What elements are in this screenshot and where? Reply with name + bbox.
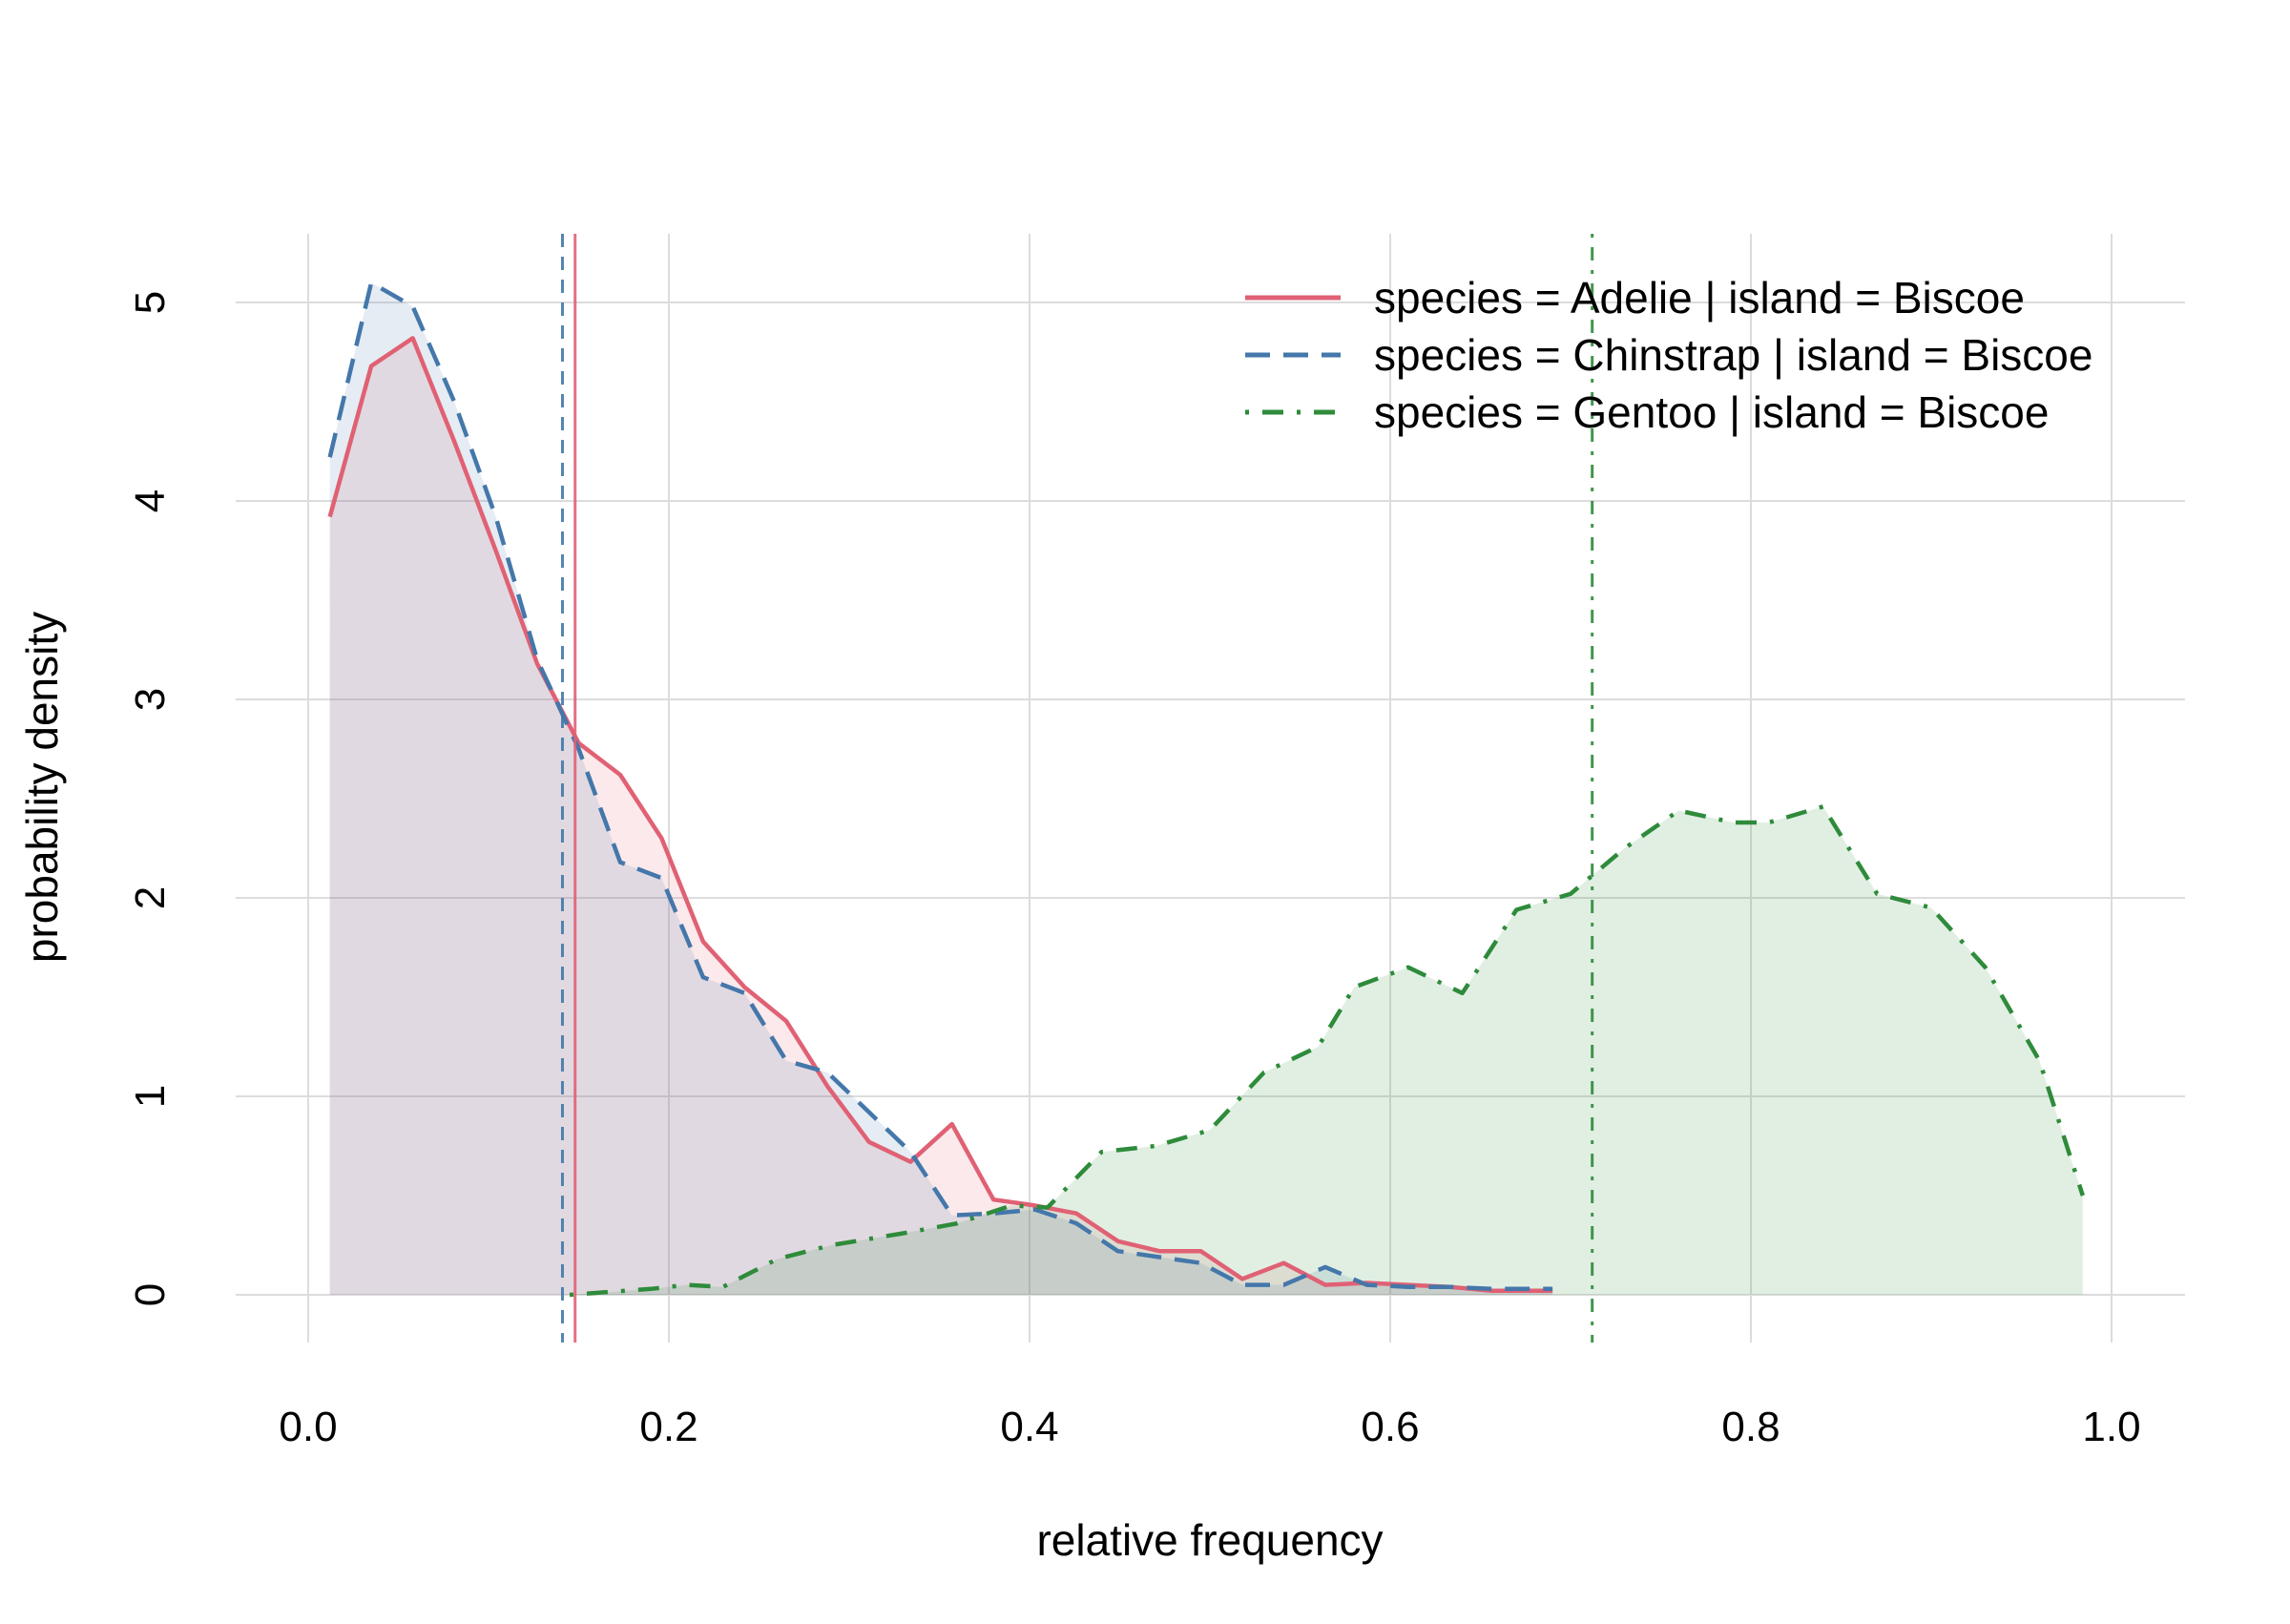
density-area-2 [570,806,2083,1295]
y-tick-label: 1 [127,1085,174,1108]
x-tick-label: 0.8 [1721,1404,1780,1450]
x-axis-ticks: 0.0 0.2 0.4 0.6 0.8 1.0 [279,1404,2140,1450]
y-axis-title: probability density [17,612,67,963]
legend: species = Adelie | island = Biscoe specie… [1245,273,2092,437]
density-line-1 [327,280,1553,1292]
x-tick-label: 0.6 [1361,1404,1419,1450]
y-tick-label: 0 [127,1283,174,1306]
density-area-0 [329,338,1553,1295]
x-tick-label: 1.0 [2082,1404,2140,1450]
y-tick-label: 3 [127,688,174,711]
x-axis-title: relative frequency [1036,1515,1383,1565]
density-lines [327,280,2085,1298]
density-line-0 [327,336,1553,1294]
y-tick-label: 4 [127,489,174,512]
density-areas [329,282,2083,1296]
y-tick-label: 2 [127,886,174,909]
y-axis-ticks: 0 1 2 3 4 5 [127,291,174,1306]
x-tick-label: 0.4 [1000,1404,1058,1450]
mean-lines [560,234,1594,1343]
legend-label-2: species = Gentoo | island = Biscoe [1374,387,2049,437]
x-tick-label: 0.2 [639,1404,697,1450]
legend-label-1: species = Chinstrap | island = Biscoe [1374,330,2092,380]
x-tick-label: 0.0 [279,1404,337,1450]
density-line-2 [569,804,2085,1298]
y-tick-label: 5 [127,291,174,314]
density-area-1 [329,282,1553,1296]
grid-lines [236,234,2185,1343]
legend-label-0: species = Adelie | island = Biscoe [1374,273,2025,323]
